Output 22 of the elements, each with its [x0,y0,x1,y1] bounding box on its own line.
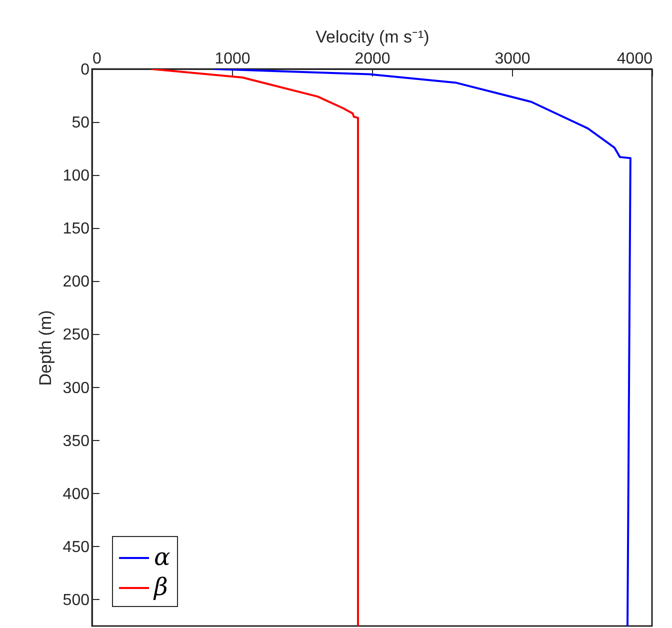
y-tick-label: 250 [62,326,90,344]
y-axis-title: Depth (m) [36,310,55,386]
y-tick-label: 50 [72,114,90,132]
y-tick-label: 0 [80,62,90,78]
y-tick-label: 300 [62,380,90,397]
y-tick-label: 150 [62,220,90,238]
x-tick-label: 3000 [494,50,530,68]
x-tick-label: 4000 [616,50,653,68]
x-tick-label: 1000 [214,50,250,68]
y-tick-label: 200 [62,274,90,291]
y-tick-label: 350 [62,432,90,450]
y-tick-label: 500 [62,592,90,609]
y-tick-label: 450 [62,538,90,556]
legend-label: β [153,573,168,601]
line-series [150,69,359,626]
legend-label: α [154,543,170,571]
x-tick-label: 0 [92,50,102,68]
y-tick-label: 400 [62,486,90,503]
x-axis-title: Velocity (m s⁻¹) [316,28,430,46]
y-tick-label: 100 [62,168,90,185]
line-series [212,69,632,626]
x-tick-label: 2000 [354,50,390,68]
